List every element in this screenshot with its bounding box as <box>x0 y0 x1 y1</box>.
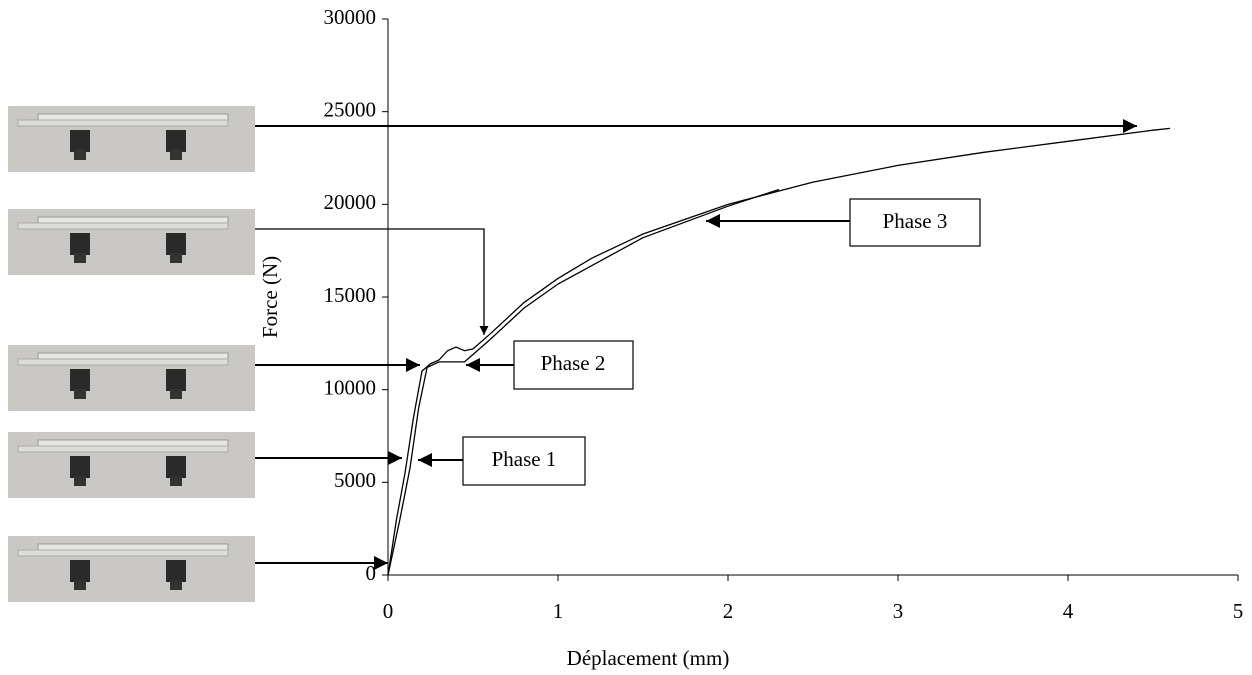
arrow <box>255 228 489 335</box>
x-tick-label: 2 <box>723 599 734 623</box>
y-tick-label: 15000 <box>324 283 377 307</box>
curve <box>387 127 1171 576</box>
arrows <box>255 119 1137 570</box>
annotation: Phase 3 <box>883 209 948 233</box>
y-tick-label: 25000 <box>324 97 377 121</box>
y-axis-label: Force (N) <box>258 256 282 338</box>
x-tick-label: 1 <box>553 599 564 623</box>
x-tick-label: 4 <box>1063 599 1074 623</box>
annotation-box <box>513 340 634 390</box>
x-tick-label: 0 <box>383 599 394 623</box>
photo <box>7 344 256 412</box>
x-tick-label: 5 <box>1233 599 1244 623</box>
x-axis-label: Déplacement (mm) <box>567 646 730 670</box>
curve <box>387 188 780 576</box>
photo <box>7 431 256 499</box>
annotation-box <box>462 436 586 486</box>
annotation: Phase 2 <box>541 351 606 375</box>
y-tick-label: 20000 <box>324 190 377 214</box>
photo <box>7 535 256 603</box>
y-tick-label: 10000 <box>324 375 377 399</box>
photo <box>7 105 256 173</box>
photo <box>7 208 256 276</box>
x-tick-label: 3 <box>893 599 904 623</box>
photos <box>7 105 256 603</box>
y-tick-label: 30000 <box>324 5 377 29</box>
y-tick-label: 5000 <box>334 468 376 492</box>
annotation-box <box>849 198 981 247</box>
annotation: Phase 1 <box>492 447 557 471</box>
y-tick-label: 0 <box>366 561 377 585</box>
